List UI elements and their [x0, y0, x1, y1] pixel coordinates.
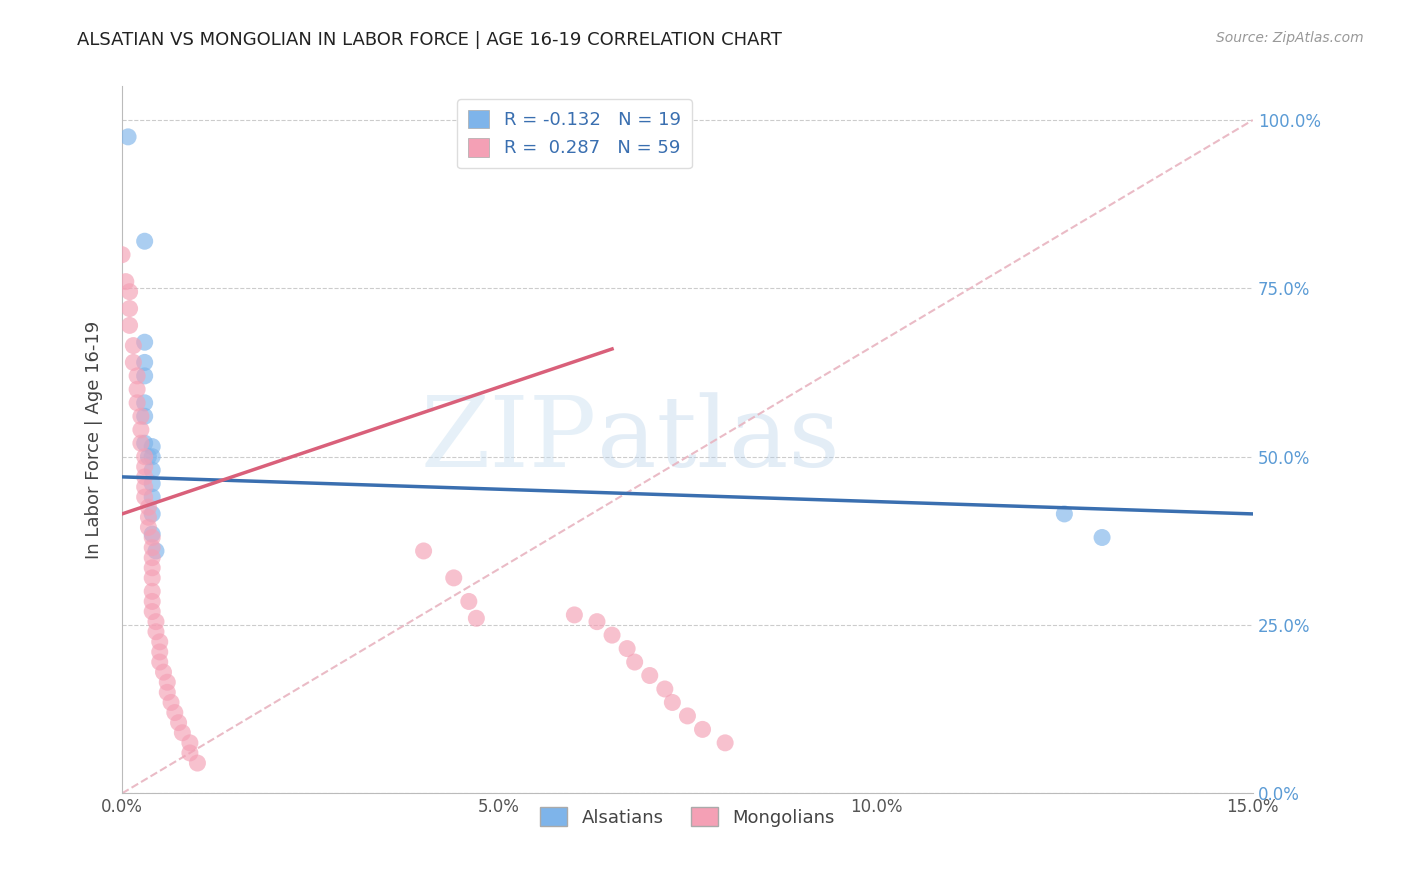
- Point: [134, 480, 156, 494]
- Point: [654, 681, 676, 696]
- Point: [134, 436, 156, 450]
- Point: [616, 641, 638, 656]
- Point: [141, 463, 163, 477]
- Y-axis label: In Labor Force | Age 16-19: In Labor Force | Age 16-19: [86, 321, 103, 559]
- Point: [564, 607, 586, 622]
- Point: [134, 355, 156, 369]
- Point: [141, 440, 163, 454]
- Point: [122, 338, 145, 352]
- Point: [586, 615, 609, 629]
- Point: [600, 628, 623, 642]
- Point: [134, 234, 156, 248]
- Point: [638, 668, 661, 682]
- Point: [134, 450, 156, 464]
- Point: [149, 655, 172, 669]
- Point: [141, 507, 163, 521]
- Point: [465, 611, 488, 625]
- Point: [138, 500, 160, 515]
- Point: [1053, 507, 1076, 521]
- Legend: Alsatians, Mongolians: Alsatians, Mongolians: [533, 800, 842, 834]
- Point: [179, 746, 201, 760]
- Text: atlas: atlas: [598, 392, 839, 488]
- Point: [172, 725, 194, 739]
- Point: [676, 709, 699, 723]
- Point: [122, 355, 145, 369]
- Point: [117, 129, 139, 144]
- Point: [141, 561, 163, 575]
- Point: [141, 594, 163, 608]
- Point: [149, 635, 172, 649]
- Point: [692, 723, 714, 737]
- Point: [118, 285, 141, 299]
- Point: [141, 571, 163, 585]
- Point: [412, 544, 434, 558]
- Point: [141, 541, 163, 555]
- Point: [145, 544, 167, 558]
- Point: [129, 436, 152, 450]
- Text: ALSATIAN VS MONGOLIAN IN LABOR FORCE | AGE 16-19 CORRELATION CHART: ALSATIAN VS MONGOLIAN IN LABOR FORCE | A…: [77, 31, 782, 49]
- Point: [152, 665, 174, 680]
- Point: [134, 409, 156, 424]
- Point: [134, 470, 156, 484]
- Point: [141, 605, 163, 619]
- Point: [129, 409, 152, 424]
- Point: [623, 655, 645, 669]
- Point: [134, 396, 156, 410]
- Point: [118, 318, 141, 333]
- Point: [156, 685, 179, 699]
- Point: [145, 615, 167, 629]
- Point: [141, 490, 163, 504]
- Point: [1091, 531, 1114, 545]
- Point: [118, 301, 141, 316]
- Point: [156, 675, 179, 690]
- Point: [138, 520, 160, 534]
- Text: Source: ZipAtlas.com: Source: ZipAtlas.com: [1216, 31, 1364, 45]
- Point: [141, 527, 163, 541]
- Point: [114, 275, 136, 289]
- Point: [661, 696, 683, 710]
- Point: [714, 736, 737, 750]
- Point: [145, 624, 167, 639]
- Point: [160, 696, 183, 710]
- Point: [179, 736, 201, 750]
- Point: [129, 423, 152, 437]
- Point: [138, 450, 160, 464]
- Point: [127, 368, 149, 383]
- Point: [134, 335, 156, 350]
- Point: [141, 476, 163, 491]
- Point: [138, 510, 160, 524]
- Point: [457, 594, 479, 608]
- Point: [134, 368, 156, 383]
- Point: [163, 706, 186, 720]
- Point: [111, 248, 134, 262]
- Point: [127, 382, 149, 396]
- Point: [134, 459, 156, 474]
- Point: [149, 645, 172, 659]
- Point: [141, 450, 163, 464]
- Point: [167, 715, 190, 730]
- Point: [141, 531, 163, 545]
- Point: [134, 490, 156, 504]
- Point: [186, 756, 208, 770]
- Point: [141, 550, 163, 565]
- Point: [443, 571, 465, 585]
- Text: ZIP: ZIP: [420, 392, 598, 488]
- Point: [141, 584, 163, 599]
- Point: [127, 396, 149, 410]
